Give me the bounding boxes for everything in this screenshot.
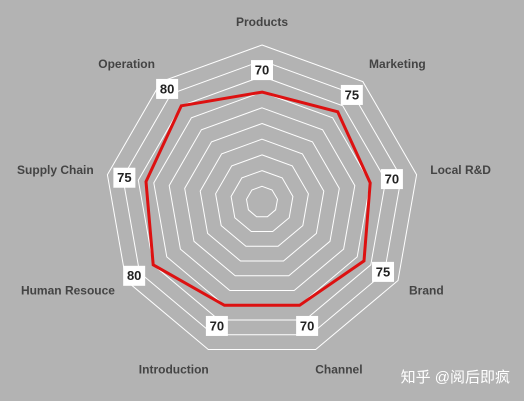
value-label: 70	[255, 63, 269, 78]
grid-ring	[230, 170, 294, 232]
value-label-box	[296, 315, 319, 336]
value-label: 75	[376, 264, 390, 279]
grid-ring	[106, 44, 418, 350]
category-label: Introduction	[139, 362, 209, 376]
category-label: Human Resouce	[21, 284, 115, 298]
value-label: 70	[385, 172, 399, 187]
value-label: 80	[160, 81, 174, 96]
category-label: Supply Chain	[17, 163, 94, 177]
value-label: 75	[345, 87, 359, 102]
value-label: 80	[127, 268, 141, 283]
value-label-box	[113, 167, 136, 188]
value-label-box	[251, 60, 273, 81]
grid-ring	[199, 138, 325, 262]
value-label-box	[123, 265, 146, 286]
grid-ring	[215, 154, 309, 247]
value-label: 70	[210, 318, 224, 333]
value-label: 75	[117, 170, 131, 185]
category-label: Marketing	[369, 57, 426, 71]
grid-ring	[245, 185, 279, 218]
value-label-box	[372, 261, 395, 282]
value-label-box	[380, 169, 403, 190]
value-label-box	[340, 84, 363, 105]
value-label: 70	[300, 318, 314, 333]
category-label: Brand	[409, 284, 444, 298]
value-label-box	[205, 315, 228, 336]
grid-ring	[122, 60, 402, 336]
data-line	[144, 90, 372, 307]
grid-ring	[184, 122, 340, 277]
value-label-box	[156, 78, 179, 99]
category-label: Channel	[315, 362, 362, 376]
watermark: 知乎 @阅后即疯	[401, 369, 510, 386]
category-label: Local R&D	[430, 163, 491, 177]
category-label: Products	[236, 15, 288, 29]
grid-ring	[168, 107, 356, 291]
grid-ring	[137, 75, 387, 321]
category-label: Operation	[98, 57, 155, 71]
